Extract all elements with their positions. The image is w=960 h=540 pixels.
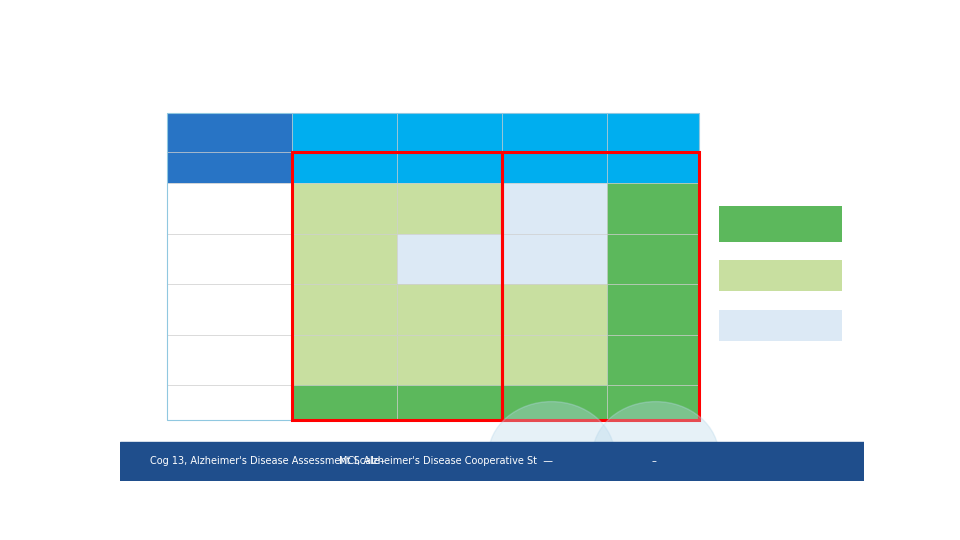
Bar <box>502 113 608 152</box>
Bar <box>608 284 699 335</box>
Bar <box>502 385 608 420</box>
Bar <box>719 206 842 241</box>
Bar <box>167 335 292 385</box>
Text: Cog 13, Alzheimer's Disease Assessment Scale–: Cog 13, Alzheimer's Disease Assessment S… <box>150 456 385 467</box>
Text: –: – <box>652 456 657 467</box>
Bar <box>292 335 397 385</box>
Bar <box>397 385 502 420</box>
Bar <box>397 284 502 335</box>
Bar <box>292 152 397 183</box>
Bar <box>292 183 397 234</box>
Bar <box>167 385 292 420</box>
Bar <box>167 183 292 234</box>
Bar <box>608 385 699 420</box>
Bar <box>608 335 699 385</box>
Bar <box>167 113 292 152</box>
Bar <box>397 183 502 234</box>
Ellipse shape <box>592 402 719 510</box>
Bar <box>397 113 502 152</box>
Bar <box>167 152 292 183</box>
Bar <box>120 442 864 481</box>
Bar <box>608 113 699 152</box>
Bar <box>397 335 502 385</box>
Text: MCI, Alzheimer's Disease Cooperative St  —: MCI, Alzheimer's Disease Cooperative St … <box>340 456 554 467</box>
Bar <box>292 152 502 420</box>
Bar <box>502 152 608 183</box>
Bar <box>167 113 699 420</box>
Bar <box>608 234 699 284</box>
Bar <box>292 284 397 335</box>
Bar <box>719 310 842 341</box>
Bar <box>397 234 502 284</box>
Bar <box>502 183 608 234</box>
Ellipse shape <box>489 402 614 510</box>
Bar <box>608 152 699 183</box>
Bar <box>502 335 608 385</box>
Bar <box>397 152 502 183</box>
Bar <box>292 234 397 284</box>
Bar <box>167 234 292 284</box>
Bar <box>608 183 699 234</box>
Bar <box>502 284 608 335</box>
Bar <box>502 152 699 420</box>
Bar <box>167 284 292 335</box>
Bar <box>502 234 608 284</box>
Bar <box>292 385 397 420</box>
Bar <box>719 260 842 292</box>
Bar <box>292 113 397 152</box>
